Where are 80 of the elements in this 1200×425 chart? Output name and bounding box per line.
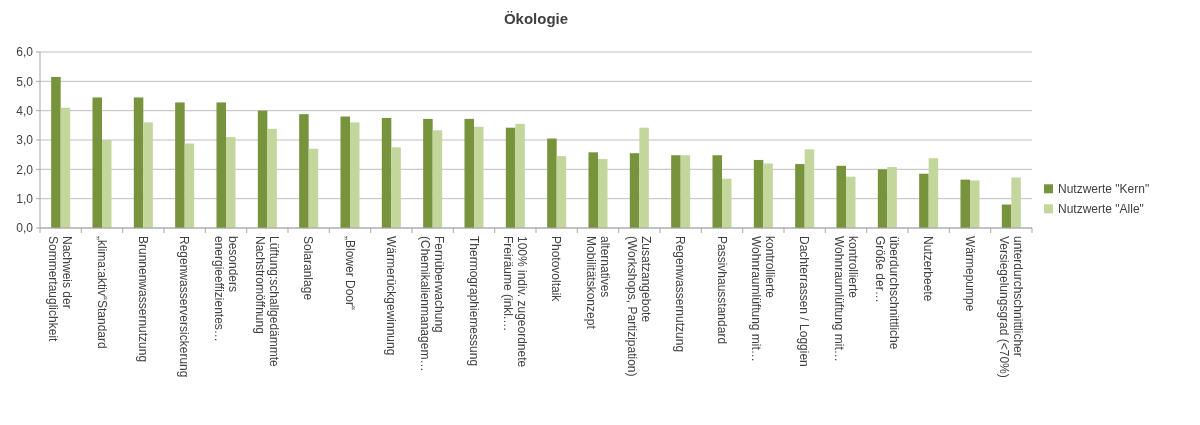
x-tick-label: Wärmerückgewinnung [384, 236, 399, 356]
bar [515, 123, 525, 228]
bar [671, 155, 681, 228]
bar [505, 127, 516, 228]
x-tick-label: „Blower Door“ [342, 236, 357, 311]
x-tick-label: Wärmepumpe [962, 236, 977, 312]
x-tick-label: Solaranlage [301, 236, 316, 301]
bar [216, 102, 226, 228]
bar [960, 179, 970, 228]
bar [598, 159, 608, 228]
bar [299, 114, 309, 228]
bar [464, 118, 474, 228]
x-tick-label: unterdurchschnittlicher Versiegelungsgrad (<70%) [997, 236, 1026, 378]
bar [763, 163, 773, 228]
bar [60, 107, 71, 228]
bar [712, 155, 722, 228]
bar [588, 152, 598, 228]
bar [308, 148, 319, 228]
bar [753, 159, 764, 228]
bar [722, 178, 732, 228]
bar [423, 118, 433, 228]
bar [175, 102, 185, 228]
bar [432, 130, 443, 228]
bar [1011, 177, 1021, 228]
bar [804, 149, 815, 228]
bar [919, 173, 929, 228]
x-tick-label: 100% indiv. zugeordnete Freiräume (inkl.… [501, 236, 530, 368]
bar [133, 97, 144, 228]
bar [267, 128, 277, 228]
y-tick-label: 1,0 [16, 191, 34, 206]
chart-title: Ökologie [503, 10, 569, 27]
legend-label: Nutzwerte "Kern" [1058, 182, 1150, 197]
bar [877, 169, 888, 228]
legend-label: Nutzwerte "Alle" [1058, 202, 1144, 217]
x-tick-label: Zusatzangebote (Workshops, Partizipation) [625, 236, 654, 377]
bar [391, 147, 401, 228]
bar [184, 143, 195, 228]
bar [629, 153, 640, 228]
y-tick-label: 0,0 [16, 221, 34, 236]
y-tick-label: 6,0 [16, 45, 34, 60]
x-tick-label: kontrollierte Wohnraumlüftung mit… [831, 236, 860, 362]
x-tick-label: alternatives Mobilitätskonzept [583, 236, 612, 330]
y-tick-label: 5,0 [16, 74, 34, 89]
x-tick-label: Nutzerbeete [921, 236, 936, 302]
bar [92, 97, 102, 228]
x-tick-label: Passivhausstandard [714, 236, 729, 345]
x-tick-label: Thermographiemessung [466, 236, 481, 367]
bar [340, 116, 350, 228]
x-tick-label: Fernüberwachung (Chemikalienmanagem… [418, 236, 447, 372]
bar [556, 156, 567, 228]
x-tick-label: Brunnenwassernutzung [136, 236, 151, 363]
y-tick-label: 4,0 [16, 103, 34, 118]
bar [143, 122, 153, 228]
x-tick-label: Nachweis der Sommertauglichkeit [46, 236, 75, 343]
y-tick-label: 3,0 [16, 133, 34, 148]
x-tick-label: „klima:aktiv“Standard [94, 236, 109, 349]
bar [680, 155, 691, 228]
x-tick-label: Dachterrassen / Loggien [797, 236, 812, 367]
bar [350, 122, 360, 228]
bar [474, 126, 484, 228]
bar [970, 180, 980, 228]
bar [928, 158, 939, 228]
bar [795, 164, 805, 228]
bar [381, 118, 392, 228]
x-tick-label: Photovoltaik [549, 236, 564, 303]
x-tick-label: Regenwassernutzung [673, 236, 688, 353]
bar [547, 138, 557, 228]
bar [257, 110, 268, 228]
x-tick-label: kontrollierte Wohnraumlüftung mit… [749, 236, 778, 362]
x-tick-label: besonders energieeffizientes… [211, 236, 240, 342]
bar [639, 127, 649, 228]
bar [887, 166, 897, 228]
bar [846, 176, 856, 228]
bar [836, 165, 846, 228]
x-tick-label: überdurchschnittliche Größe der… [873, 236, 902, 350]
bar [51, 76, 61, 228]
bar [226, 137, 236, 228]
x-tick-label: Regenwasserversickerung [177, 236, 192, 378]
bar [102, 140, 112, 228]
y-tick-label: 2,0 [16, 162, 34, 177]
